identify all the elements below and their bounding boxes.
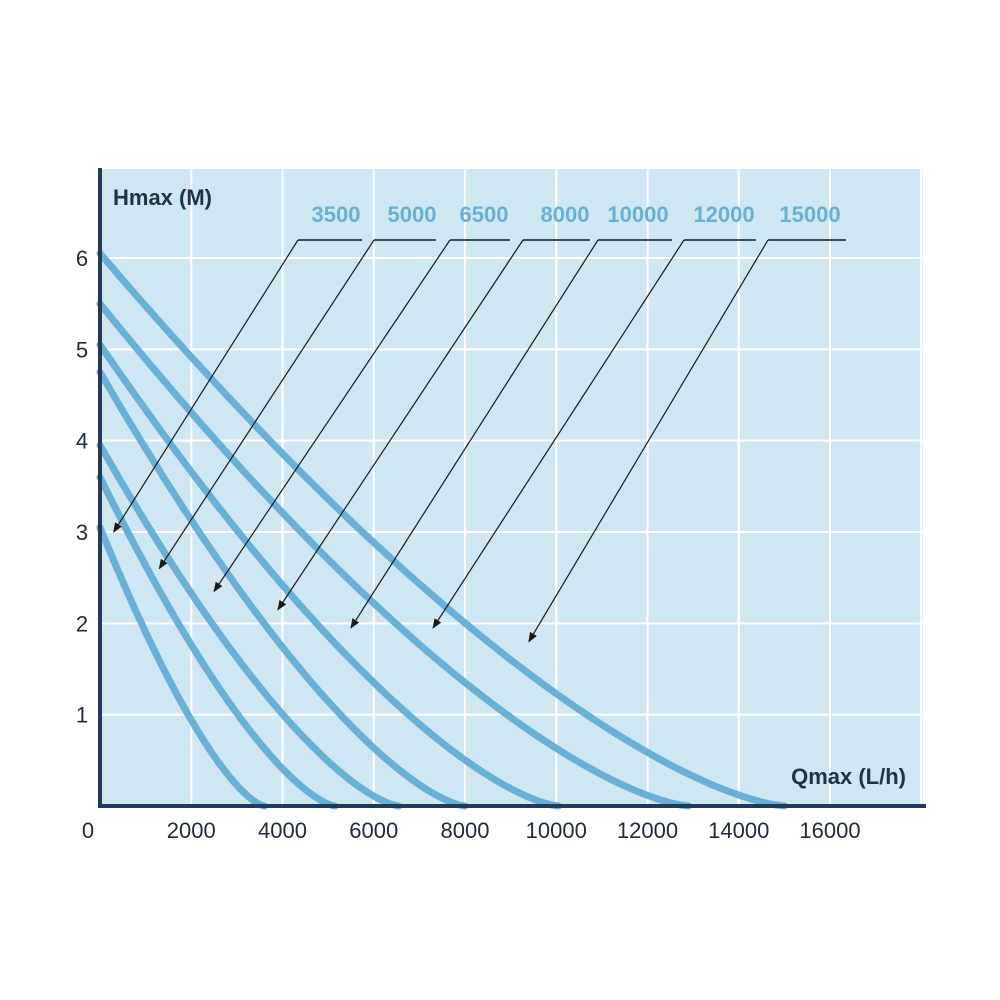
curve-5000 — [96, 473, 339, 810]
x-tick-label: 0 — [82, 818, 94, 843]
leader-arrow-10000 — [350, 239, 599, 629]
leader-arrow-12000 — [432, 239, 685, 629]
series-label-12000: 12000 — [693, 202, 754, 227]
leader-arrow-6500 — [213, 239, 451, 593]
x-tick-label: 12000 — [617, 818, 678, 843]
curve-8000 — [96, 368, 469, 810]
x-tick-label: 16000 — [799, 818, 860, 843]
y-axis-title: Hmax (M) — [113, 185, 212, 210]
y-tick-label: 3 — [76, 520, 88, 545]
x-tick-label: 8000 — [441, 818, 490, 843]
leader-arrow-15000 — [528, 239, 769, 643]
curve-6500 — [96, 441, 403, 810]
pump-curves — [96, 249, 788, 810]
x-tick-label: 6000 — [349, 818, 398, 843]
y-tick-label: 1 — [76, 703, 88, 728]
series-label-15000: 15000 — [779, 202, 840, 227]
x-axis-title: Qmax (L/h) — [791, 764, 906, 789]
plot-background — [100, 168, 924, 806]
series-label-5000: 5000 — [388, 202, 437, 227]
axes — [98, 168, 926, 808]
y-tick-label: 5 — [76, 337, 88, 362]
series-label-3500: 3500 — [312, 202, 361, 227]
y-tick-labels: 1 2 3 4 5 6 — [76, 246, 88, 728]
x-tick-label: 14000 — [708, 818, 769, 843]
y-tick-label: 2 — [76, 611, 88, 636]
curve-12000 — [96, 300, 693, 810]
curve-15000 — [96, 249, 788, 810]
leader-arrow-8000 — [277, 239, 524, 611]
leader-arrow-3500 — [113, 239, 299, 533]
series-labels: 3500 5000 6500 8000 10000 12000 15000 — [312, 202, 841, 227]
leader-arrow-5000 — [158, 239, 375, 570]
x-tick-label: 10000 — [526, 818, 587, 843]
series-label-8000: 8000 — [541, 202, 590, 227]
series-label-10000: 10000 — [607, 202, 668, 227]
y-tick-label: 6 — [76, 246, 88, 271]
y-tick-label: 4 — [76, 429, 88, 454]
curve-3500 — [96, 523, 268, 810]
x-tick-label: 4000 — [258, 818, 307, 843]
x-tick-labels: 0 2000 4000 6000 8000 10000 12000 14000 16000 — [82, 818, 861, 843]
x-tick-label: 2000 — [167, 818, 216, 843]
series-label-6500: 6500 — [460, 202, 509, 227]
label-leaders — [113, 239, 846, 643]
curve-10000 — [96, 341, 562, 810]
